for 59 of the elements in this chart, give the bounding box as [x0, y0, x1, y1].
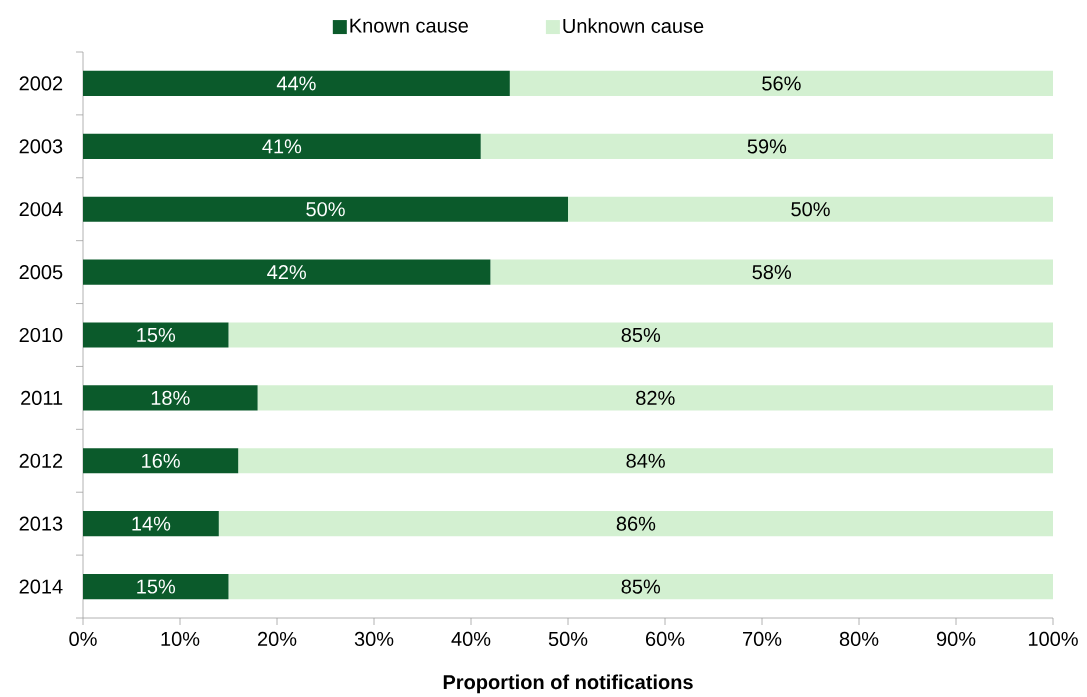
x-tick-label: 80% — [839, 631, 879, 647]
data-label: 18% — [151, 390, 190, 405]
legend-label: Known cause — [350, 18, 468, 33]
y-tick-label: 2012 — [19, 453, 63, 468]
y-tick-label: 2014 — [19, 579, 63, 594]
bar — [83, 196, 569, 222]
bar — [568, 196, 1054, 222]
data-label: 16% — [142, 453, 180, 468]
x-tick-label: 70% — [743, 631, 782, 647]
x-axis-title: Proportion of notifications — [443, 674, 693, 694]
bar — [480, 133, 1054, 159]
bar — [83, 448, 239, 474]
x-tick-label: 30% — [354, 631, 394, 647]
data-label: 85% — [621, 327, 661, 343]
bar — [83, 70, 510, 97]
bar — [509, 70, 1054, 97]
bar — [83, 385, 258, 411]
bar — [83, 511, 219, 537]
data-label: 82% — [636, 390, 675, 405]
bar — [83, 322, 229, 348]
data-label: 86% — [616, 516, 656, 531]
y-tick-label: 2002 — [19, 76, 63, 91]
data-label: 59% — [747, 139, 787, 154]
data-label: 41% — [262, 139, 302, 154]
data-label: 50% — [791, 202, 830, 217]
data-label: 14% — [132, 516, 171, 531]
x-tick-label: 0% — [69, 631, 97, 647]
bar — [257, 385, 1054, 411]
x-tick-label: 90% — [936, 631, 976, 647]
x-tick-label: 40% — [451, 631, 491, 647]
x-tick-label: 50% — [548, 631, 588, 647]
y-tick-label: 2011 — [21, 390, 63, 405]
data-label: 15% — [137, 327, 176, 343]
bar — [83, 573, 229, 600]
x-tick-label: 60% — [646, 631, 685, 647]
data-label: 44% — [276, 76, 316, 91]
data-label: 56% — [762, 76, 801, 91]
bar — [228, 573, 1054, 600]
bar — [238, 448, 1054, 474]
data-label: 42% — [267, 265, 307, 280]
x-tick-label: 100% — [1028, 631, 1078, 647]
y-tick-label: 2010 — [19, 327, 63, 343]
data-label: 15% — [137, 579, 176, 594]
bar — [83, 259, 491, 285]
bar — [228, 322, 1054, 348]
y-tick-label: 2004 — [19, 202, 63, 217]
y-tick-label: 2013 — [19, 516, 63, 531]
bar — [218, 511, 1054, 537]
data-label: 50% — [306, 202, 345, 217]
x-tick-label: 20% — [257, 631, 297, 647]
data-label: 85% — [621, 579, 661, 594]
x-tick-label: 10% — [161, 631, 200, 647]
data-label: 84% — [626, 453, 665, 468]
legend-label: Unknown cause — [563, 18, 704, 34]
bar — [490, 259, 1054, 285]
y-tick-label: 2003 — [19, 139, 63, 154]
bar — [83, 133, 481, 159]
y-tick-label: 2005 — [19, 265, 63, 280]
data-label: 58% — [752, 265, 792, 280]
